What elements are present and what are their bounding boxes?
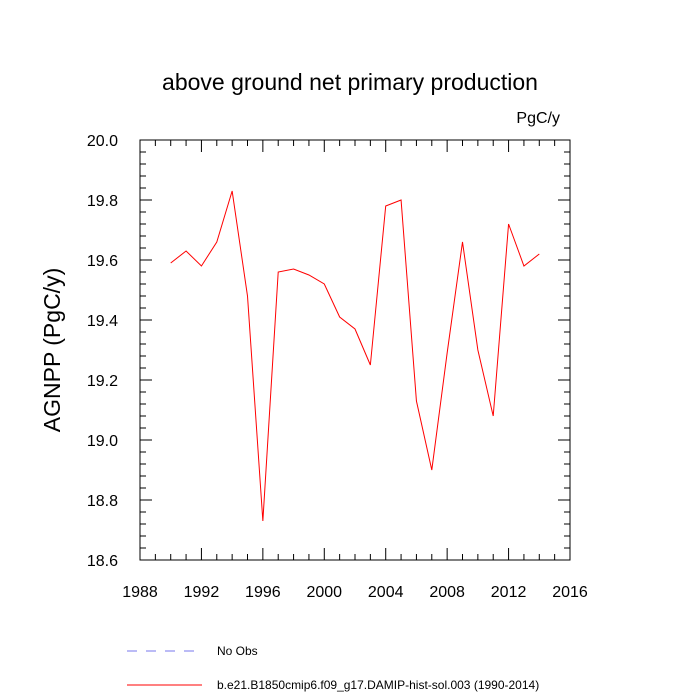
y-tick-label: 18.8 bbox=[87, 493, 118, 510]
x-tick-label: 2000 bbox=[306, 584, 342, 601]
x-tick-label: 1992 bbox=[184, 584, 220, 601]
y-tick-label: 18.6 bbox=[87, 553, 118, 570]
legend-label: b.e21.B1850cmip6.f09_g17.DAMIP-hist-sol.… bbox=[217, 678, 539, 692]
units-label: PgC/y bbox=[516, 110, 560, 127]
series-line bbox=[170, 190, 540, 522]
plot-frame bbox=[139, 139, 571, 561]
axis-ticks: 1988 1992 1996 2000 2004 2008 2012 2016 18.6 18.8… bbox=[87, 133, 588, 601]
y-tick-label: 19.6 bbox=[87, 253, 118, 270]
x-tick-label: 2008 bbox=[429, 584, 465, 601]
y-tick-label: 20.0 bbox=[87, 133, 118, 150]
y-tick-label: 19.4 bbox=[87, 313, 118, 330]
x-tick-label: 2004 bbox=[368, 584, 404, 601]
y-axis-label: AGNPP (PgC/y) bbox=[39, 268, 65, 432]
legend: No Obs b.e21.B1850cmip6.f09_g17.DAMIP-his… bbox=[127, 644, 539, 692]
x-tick-label: 2012 bbox=[491, 584, 527, 601]
x-tick-label: 1988 bbox=[122, 584, 158, 601]
chart-title: above ground net primary production bbox=[162, 69, 538, 95]
y-tick-label: 19.2 bbox=[87, 373, 118, 390]
x-tick-label: 2016 bbox=[552, 584, 588, 601]
series-layer bbox=[170, 190, 540, 522]
y-tick-label: 19.0 bbox=[87, 433, 118, 450]
x-tick-label: 1996 bbox=[245, 584, 281, 601]
y-tick-label: 19.8 bbox=[87, 193, 118, 210]
legend-label: No Obs bbox=[217, 644, 258, 658]
